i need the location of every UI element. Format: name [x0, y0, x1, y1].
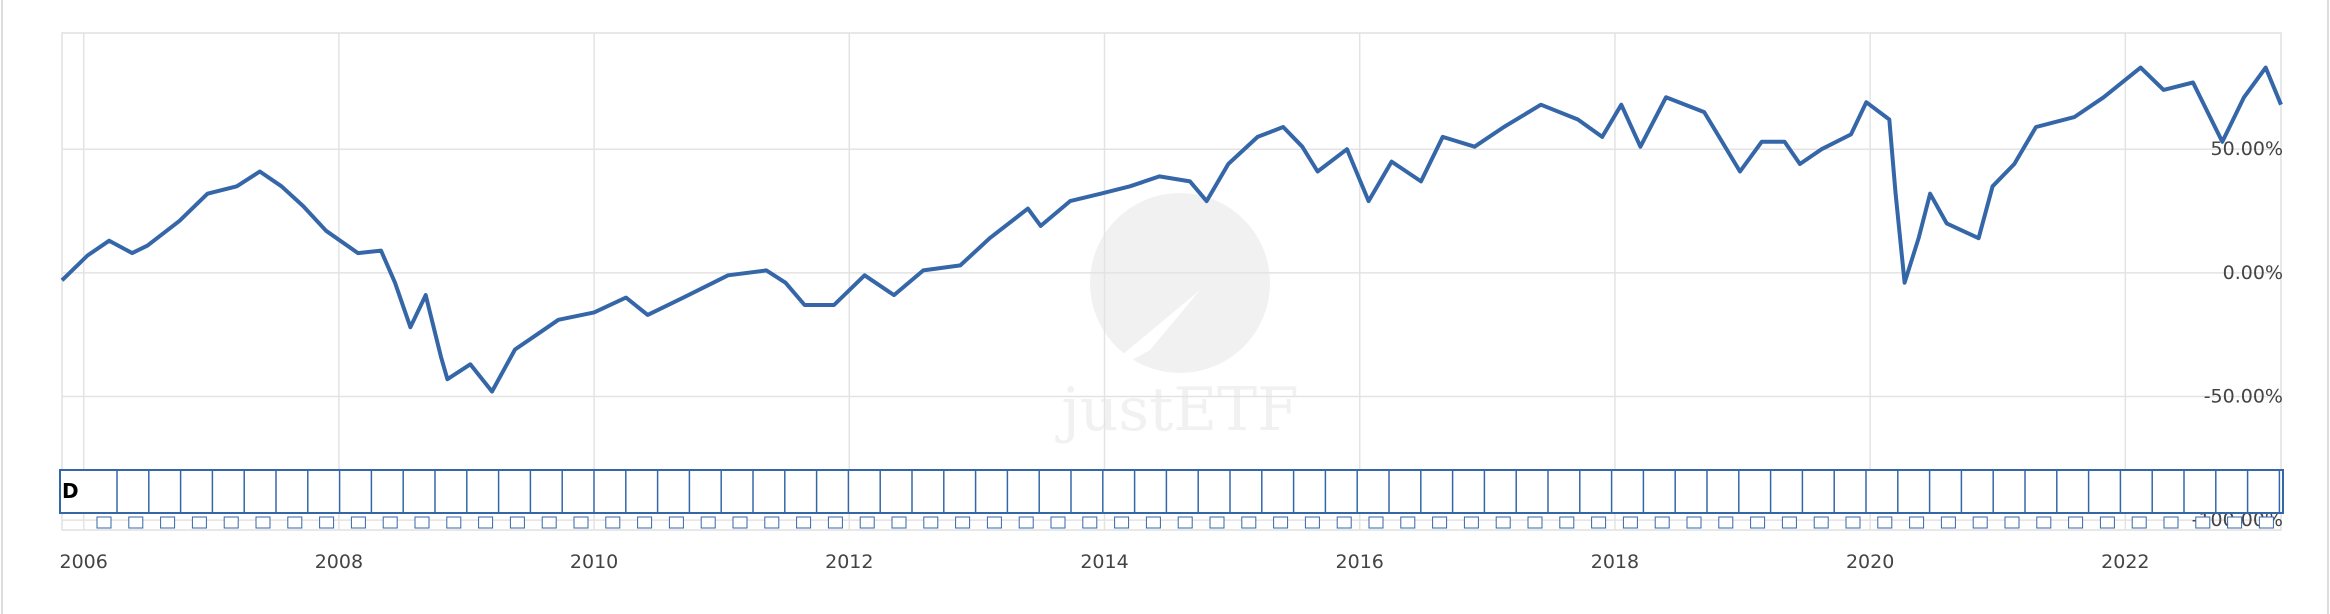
- navigator-tick: [986, 516, 1002, 529]
- navigator-tick: [1718, 516, 1734, 529]
- series-line: [60, 65, 2283, 394]
- navigator-tick: [1654, 516, 1670, 529]
- navigator-tick: [1336, 516, 1352, 529]
- navigator-tick: [827, 516, 843, 529]
- navigator-tick: [1877, 516, 1893, 529]
- navigator-tick: [668, 516, 684, 529]
- navigator-tick: [541, 516, 557, 529]
- navigator-tick: [1273, 516, 1289, 529]
- navigator-tick: [1177, 516, 1193, 529]
- navigator-tick: [1304, 516, 1320, 529]
- navigator-tick: [859, 516, 875, 529]
- navigator-tick: [287, 516, 303, 529]
- navigator-tick: [319, 516, 335, 529]
- navigator-tick: [2068, 516, 2084, 529]
- navigator-tick: [796, 516, 812, 529]
- navigator-tick: [223, 516, 239, 529]
- watermark-logo: [1090, 193, 1270, 373]
- navigator-tick: [160, 516, 176, 529]
- navigator-tick: [732, 516, 748, 529]
- navigator-tick: [382, 516, 398, 529]
- y-tick-label: 0.00%: [2223, 262, 2283, 284]
- navigator-tick: [2258, 516, 2274, 529]
- navigator-tick: [2004, 516, 2020, 529]
- navigator-tick: [446, 516, 462, 529]
- navigator-tick: [573, 516, 589, 529]
- x-tick-label: 2012: [825, 551, 873, 573]
- navigator-tick: [2099, 516, 2115, 529]
- plot-frame: [61, 32, 2282, 531]
- x-tick-label: 2016: [1336, 551, 1384, 573]
- navigator-tick: [1813, 516, 1829, 529]
- navigator-tick: [1940, 516, 1956, 529]
- navigator-tick: [1909, 516, 1925, 529]
- navigator-tick: [414, 516, 430, 529]
- navigator-tick: [764, 516, 780, 529]
- navigator-tick: [1495, 516, 1511, 529]
- navigator-tick: [923, 516, 939, 529]
- navigator-tick: [1018, 516, 1034, 529]
- navigator-tick: [1368, 516, 1384, 529]
- navigator-tick: [1527, 516, 1543, 529]
- navigator-label: D: [62, 479, 79, 503]
- navigator: D: [59, 469, 2284, 529]
- navigator-tick: [1463, 516, 1479, 529]
- x-tick-label: 2014: [1080, 551, 1128, 573]
- navigator-tick: [1781, 516, 1797, 529]
- navigator-tick: [1400, 516, 1416, 529]
- x-tick-label: 2018: [1591, 551, 1639, 573]
- navigator-tick: [1050, 516, 1066, 529]
- y-tick-label: -50.00%: [2204, 385, 2283, 407]
- y-tick-label: 50.00%: [2211, 138, 2283, 160]
- x-tick-label: 2006: [60, 551, 108, 573]
- watermark-logo: [1080, 290, 1200, 390]
- navigator-tick: [891, 516, 907, 529]
- navigator-tick: [1686, 516, 1702, 529]
- navigator-tick: [1114, 516, 1130, 529]
- navigator-tick: [637, 516, 653, 529]
- navigator-tick: [1241, 516, 1257, 529]
- navigator-tick: [1082, 516, 1098, 529]
- navigator-tick: [191, 516, 207, 529]
- navigator-tick: [96, 516, 112, 529]
- x-tick-label: 2010: [570, 551, 618, 573]
- x-tick-label: 2022: [2101, 551, 2149, 573]
- navigator-tick: [1432, 516, 1448, 529]
- navigator-tick: [1209, 516, 1225, 529]
- navigator-tick: [1845, 516, 1861, 529]
- navigator-tick: [1591, 516, 1607, 529]
- navigator-tick: [350, 516, 366, 529]
- navigator-tick: [1622, 516, 1638, 529]
- navigator-tick: [509, 516, 525, 529]
- navigator-tick: [2163, 516, 2179, 529]
- navigator-tick: [1559, 516, 1575, 529]
- navigator-tick: [700, 516, 716, 529]
- x-tick-label: 2020: [1846, 551, 1894, 573]
- navigator-band: [59, 469, 2284, 514]
- navigator-tick: [1750, 516, 1766, 529]
- navigator-tick: [478, 516, 494, 529]
- navigator-tick: [2036, 516, 2052, 529]
- navigator-tick: [1972, 516, 1988, 529]
- navigator-tick: [2131, 516, 2147, 529]
- navigator-tick: [2195, 516, 2211, 529]
- watermark: justETF: [1055, 193, 1299, 445]
- watermark-text: justETF: [1055, 375, 1299, 445]
- navigator-tick: [2227, 516, 2243, 529]
- navigator-tick: [1145, 516, 1161, 529]
- navigator-tick: [255, 516, 271, 529]
- x-tick-label: 2008: [315, 551, 363, 573]
- navigator-tick: [605, 516, 621, 529]
- navigator-tick: [128, 516, 144, 529]
- navigator-tick: [955, 516, 971, 529]
